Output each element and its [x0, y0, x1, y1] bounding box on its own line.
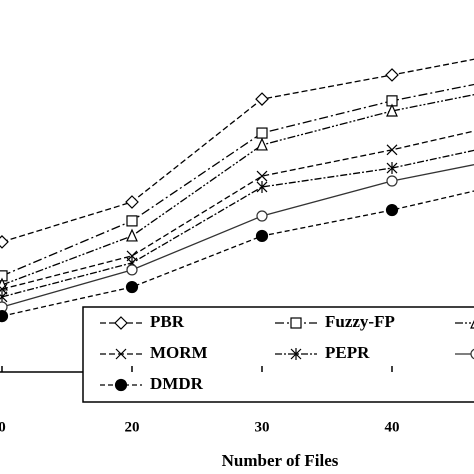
marker — [256, 137, 268, 151]
marker — [290, 348, 302, 360]
marker — [256, 210, 268, 222]
legend-label: PEPR — [325, 343, 370, 362]
marker — [470, 348, 474, 360]
series-line — [1, 149, 474, 298]
marker — [290, 317, 302, 329]
marker — [125, 280, 139, 294]
series-line — [1, 94, 474, 286]
series-line — [1, 58, 474, 243]
legend-label: PBR — [150, 312, 185, 331]
marker — [0, 283, 8, 295]
marker — [0, 270, 8, 282]
series-line — [1, 164, 474, 308]
marker — [386, 162, 398, 175]
legend-items: PBR Fuzzy-FP MORM PEPR DMDR — [100, 312, 474, 393]
legend-label: MORM — [150, 343, 208, 362]
marker — [0, 310, 9, 323]
marker — [0, 290, 8, 303]
marker — [255, 229, 269, 243]
plot-area — [0, 58, 474, 323]
marker — [125, 195, 139, 209]
x-axis-label: Number of Files — [222, 451, 339, 470]
x-tick-label: 30 — [255, 419, 270, 435]
legend-label: Fuzzy-FP — [325, 312, 395, 331]
marker — [386, 103, 398, 117]
marker — [115, 348, 127, 360]
x-tick-label: 20 — [125, 419, 140, 435]
marker — [386, 144, 398, 156]
marker — [385, 203, 399, 217]
marker — [114, 378, 128, 392]
marker — [386, 175, 398, 187]
marker — [256, 170, 268, 182]
series-line — [1, 83, 474, 277]
marker — [256, 127, 268, 139]
x-tick-label: 0 — [0, 419, 6, 435]
legend-label: DMDR — [150, 374, 204, 393]
marker — [114, 316, 128, 330]
marker — [0, 235, 9, 249]
series-line — [1, 130, 474, 290]
marker — [256, 180, 268, 193]
marker — [126, 264, 138, 276]
marker — [255, 92, 269, 106]
marker — [126, 215, 138, 227]
x-tick-label: 40 — [385, 419, 400, 435]
marker — [126, 228, 138, 242]
marker — [385, 68, 399, 82]
